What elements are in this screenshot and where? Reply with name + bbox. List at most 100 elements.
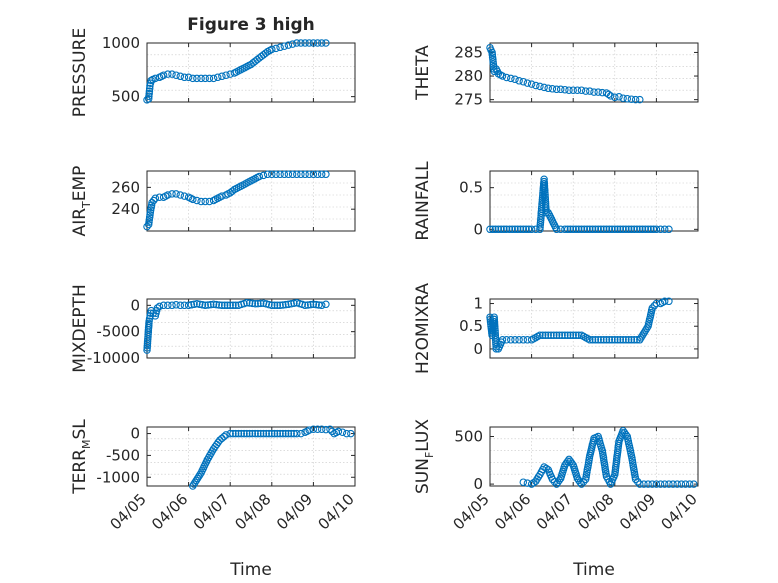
data-point [602, 225, 611, 234]
data-point [184, 301, 193, 310]
data-point [193, 474, 202, 483]
data-point [547, 331, 555, 340]
data-point [143, 222, 151, 231]
data-point [519, 225, 528, 234]
data-point [576, 478, 584, 486]
data-point [146, 211, 154, 219]
data-point [293, 429, 301, 438]
data-point [234, 429, 243, 438]
data-point [502, 225, 511, 234]
data-point [569, 331, 577, 340]
data-point [201, 197, 209, 206]
data-point [665, 480, 673, 488]
data-point [627, 225, 636, 234]
data-point [145, 92, 153, 100]
data-point [279, 301, 287, 309]
subplot-theta: 275 280 285 THETA [413, 42, 699, 109]
data-point [322, 300, 330, 309]
data-point [690, 480, 698, 488]
data-point [677, 480, 686, 488]
data-point [272, 170, 280, 179]
data-point [190, 300, 198, 309]
data-point [229, 429, 237, 438]
data-point [287, 429, 295, 438]
data-point [164, 301, 172, 310]
data-point [544, 84, 552, 93]
data-point [502, 73, 511, 82]
data-point [591, 225, 600, 234]
data-point [550, 477, 559, 486]
data-point [523, 79, 532, 87]
data-point [552, 331, 561, 340]
data-point [616, 336, 625, 344]
y-tick-label: 280 [454, 67, 483, 85]
data-point [209, 74, 218, 83]
data-point [624, 225, 633, 234]
data-point [280, 42, 289, 50]
data-point [556, 225, 565, 234]
data-point [168, 190, 176, 198]
data-point [685, 480, 694, 488]
y-tick-label: 285 [454, 43, 483, 61]
data-series [486, 43, 644, 104]
y-tick-label: 240 [111, 200, 140, 218]
data-point [176, 191, 185, 199]
data-point [639, 330, 648, 338]
data-point [608, 336, 616, 344]
data-point [251, 299, 259, 308]
data-point [630, 336, 638, 344]
data-point [172, 190, 180, 198]
data-point [605, 225, 614, 234]
data-point [611, 225, 619, 234]
data-point [656, 480, 665, 488]
data-point [293, 170, 301, 179]
data-point [322, 39, 330, 47]
y-tick-label: -500 [106, 446, 140, 464]
data-point [229, 301, 237, 310]
data-point [279, 429, 287, 438]
data-point [550, 331, 558, 340]
data-point [555, 476, 564, 485]
data-point [218, 72, 226, 81]
data-point [636, 225, 644, 234]
data-point [313, 425, 322, 433]
data-point [147, 201, 156, 209]
data-point [259, 171, 268, 180]
data-point [540, 83, 548, 92]
data-point [198, 301, 207, 309]
data-point [513, 225, 522, 234]
data-point [145, 213, 154, 222]
data-point [566, 225, 575, 234]
data-point [548, 85, 557, 93]
data-point [619, 94, 627, 102]
plot-area [490, 171, 698, 231]
data-point [611, 336, 619, 344]
data-point [623, 94, 632, 103]
data-point [218, 301, 226, 310]
y-tick-label: 0 [473, 340, 483, 358]
data-point [190, 480, 198, 488]
data-point [334, 427, 343, 436]
data-point [616, 225, 625, 234]
data-point [561, 331, 569, 340]
data-point [159, 71, 168, 79]
data-point [588, 225, 597, 234]
y-tick-label: 275 [454, 91, 483, 109]
data-point [606, 92, 615, 100]
data-point [155, 302, 164, 311]
y-axis-label: THETA [413, 45, 433, 101]
data-point [254, 429, 262, 438]
data-point [180, 73, 189, 82]
data-point [197, 197, 205, 206]
data-point [615, 93, 623, 101]
data-point [273, 429, 282, 438]
data-point [489, 55, 497, 64]
axes-box [146, 170, 356, 232]
data-point [290, 299, 298, 307]
y-tick-label: -1000 [96, 468, 140, 486]
data-point [558, 331, 566, 340]
data-point [222, 71, 230, 79]
data-point [498, 336, 507, 344]
data-point [586, 87, 594, 95]
data-point [536, 82, 544, 91]
